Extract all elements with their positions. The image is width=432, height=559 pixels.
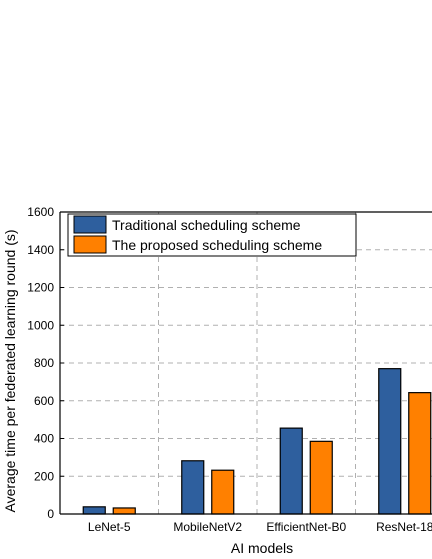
y-tick-label: 1000 [27, 318, 54, 332]
bar-traditional-efficientnet-b0 [279, 427, 303, 515]
bar-traditional-lenet-5 [82, 506, 106, 515]
bar-proposed-lenet-5 [112, 507, 136, 515]
y-tick-label: 1400 [27, 243, 54, 257]
x-tick-label: EfficientNet-B0 [266, 520, 346, 534]
bar-proposed-efficientnet-b0 [309, 440, 333, 515]
bar-traditional-mobilenetv2 [181, 460, 205, 515]
legend-label-proposed: The proposed scheduling scheme [112, 237, 322, 253]
bar-traditional-resnet-18 [378, 368, 402, 515]
y-tick-label: 1600 [27, 205, 54, 219]
bar-proposed-mobilenetv2 [211, 469, 235, 515]
x-tick-label: ResNet-18 [376, 520, 432, 534]
axes [59, 211, 432, 515]
legend-swatch-proposed [73, 235, 107, 254]
bar-proposed-resnet-18 [408, 392, 432, 515]
legend-box [67, 213, 357, 257]
bars [82, 368, 432, 515]
grid-lines [60, 211, 432, 514]
y-tick-label: 400 [34, 432, 54, 446]
y-tick-label: 200 [34, 469, 54, 483]
legend-swatch-traditional [73, 215, 107, 234]
legend: Traditional scheduling scheme The propos… [67, 213, 357, 257]
y-axis-title: Average time per federated learning roun… [2, 229, 18, 512]
y-tick-label: 800 [34, 356, 54, 370]
tick-labels: 0 200 400 600 800 1000 1200 1400 1600 LeNet-5 Mobi… [27, 205, 432, 534]
x-tick-label: LeNet-5 [88, 520, 131, 534]
x-axis-title: AI models [231, 540, 293, 556]
y-tick-label: 600 [34, 394, 54, 408]
y-tick-label: 0 [47, 507, 54, 521]
x-tick-label: MobileNetV2 [173, 520, 242, 534]
legend-label-traditional: Traditional scheduling scheme [112, 217, 301, 233]
y-tick-label: 1200 [27, 281, 54, 295]
